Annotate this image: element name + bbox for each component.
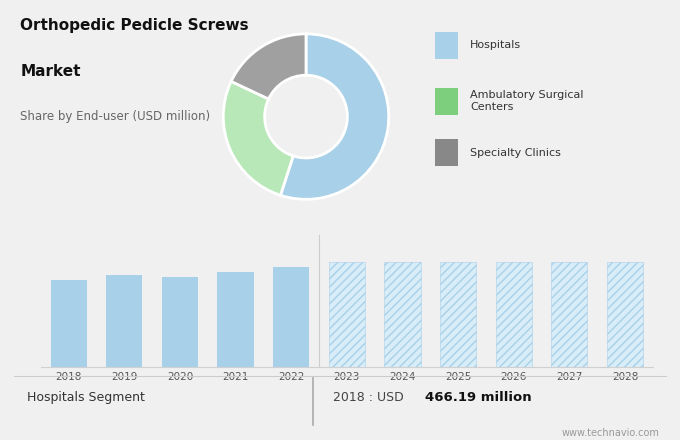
Bar	[440, 262, 476, 367]
Text: Market: Market	[20, 64, 81, 79]
Text: Hospitals: Hospitals	[470, 40, 521, 50]
Bar	[496, 262, 532, 367]
Text: Ambulatory Surgical
Centers: Ambulatory Surgical Centers	[470, 90, 583, 112]
Text: Share by End-user (USD million): Share by End-user (USD million)	[20, 110, 211, 123]
Bar	[435, 32, 458, 59]
Bar	[607, 262, 643, 367]
Text: www.technavio.com: www.technavio.com	[562, 428, 660, 438]
Bar	[328, 262, 365, 367]
Bar	[218, 272, 254, 367]
Bar	[162, 277, 198, 367]
Text: Orthopedic Pedicle Screws: Orthopedic Pedicle Screws	[20, 18, 249, 33]
Wedge shape	[280, 34, 389, 199]
Wedge shape	[231, 34, 306, 99]
Bar	[50, 279, 87, 367]
Bar	[273, 268, 309, 367]
Bar	[435, 139, 458, 166]
Text: 2018 : USD: 2018 : USD	[333, 392, 408, 404]
Text: Hospitals Segment: Hospitals Segment	[27, 392, 145, 404]
Wedge shape	[223, 81, 293, 195]
Bar	[435, 88, 458, 114]
Text: 466.19 million: 466.19 million	[425, 392, 532, 404]
Bar	[106, 275, 142, 367]
Bar	[384, 262, 420, 367]
Text: Specialty Clinics: Specialty Clinics	[470, 148, 561, 158]
Bar	[551, 262, 588, 367]
